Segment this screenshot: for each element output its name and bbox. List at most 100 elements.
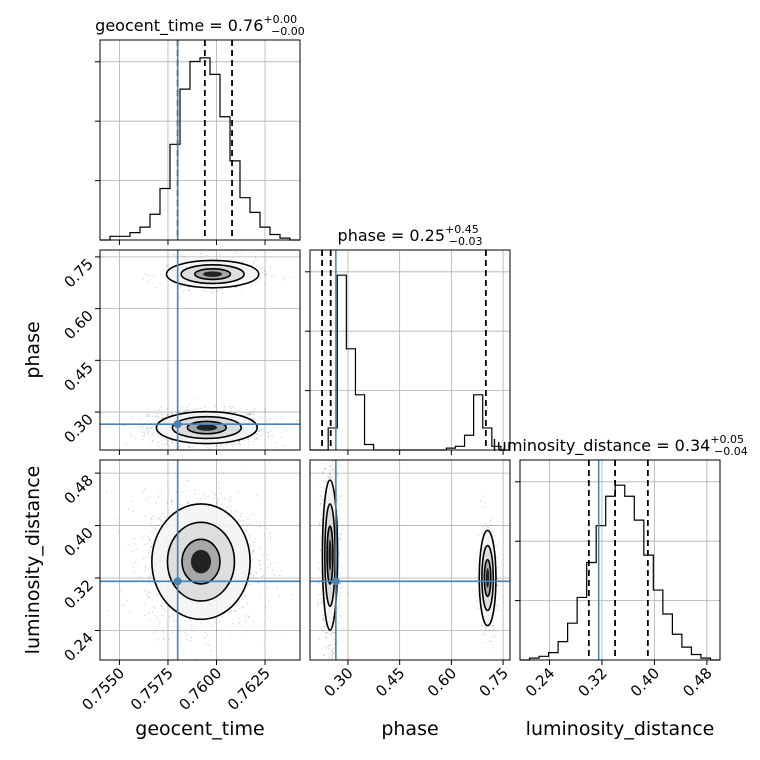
sample-point (182, 411, 185, 413)
sample-point (327, 645, 330, 647)
sample-point (229, 405, 231, 408)
sample-point (248, 443, 251, 446)
sample-point (222, 471, 225, 474)
sample-point (324, 481, 326, 484)
panel-frames (99, 39, 721, 661)
sample-point (491, 647, 494, 649)
sample-point (481, 621, 484, 624)
y-tick-label-luminosity_distance: 0.40 (60, 524, 96, 560)
sample-point (327, 647, 330, 649)
sample-point (207, 634, 209, 637)
contour-line (478, 529, 497, 627)
sample-point (151, 415, 154, 418)
sample-point (338, 591, 341, 594)
sample-point (230, 506, 232, 508)
sample-point (331, 469, 333, 471)
sample-point (155, 286, 158, 289)
sample-point (248, 413, 250, 416)
histogram-luminosity-distance-steps (520, 484, 720, 661)
sample-point (160, 519, 162, 521)
sample-point (320, 627, 322, 629)
sample-point (488, 629, 491, 632)
sample-point (233, 406, 235, 409)
sample-point (494, 544, 497, 547)
sample-point (267, 566, 270, 569)
sample-point (187, 445, 190, 448)
sample-point (188, 289, 190, 292)
sample-point (144, 614, 146, 617)
sample-point (165, 438, 167, 441)
sample-point (489, 520, 492, 522)
sample-point (493, 626, 495, 628)
sample-point (244, 471, 247, 474)
sample-point (155, 502, 158, 505)
sample-point (185, 634, 188, 636)
sample-point (269, 417, 272, 420)
sample-point (331, 657, 334, 659)
sample-point (339, 595, 341, 597)
sample-point (150, 517, 153, 520)
sample-point (146, 426, 148, 429)
sample-point (244, 615, 246, 617)
sample-point (181, 491, 184, 494)
sample-point (255, 571, 257, 573)
sample-point (266, 431, 269, 434)
sample-point (147, 496, 149, 499)
sample-point (230, 410, 232, 412)
sample-point (231, 405, 234, 408)
sample-point (154, 607, 156, 609)
sample-point (248, 616, 251, 619)
y-axis-label-luminosity-distance: luminosity_distance (22, 466, 44, 655)
sample-point (230, 496, 232, 499)
sample-point (132, 566, 135, 569)
sample-point (257, 434, 260, 436)
sample-point (276, 587, 279, 590)
sample-point (339, 573, 341, 576)
y-tick-label-phase: 0.75 (60, 255, 96, 291)
sample-point (152, 274, 155, 277)
sample-point (321, 600, 324, 602)
sample-point (259, 525, 261, 528)
sample-point (148, 612, 150, 615)
sample-point (145, 427, 148, 430)
sample-point (332, 652, 335, 655)
sample-point (142, 435, 145, 438)
sample-point (223, 447, 225, 449)
sample-point (333, 478, 335, 481)
sample-point (261, 432, 263, 435)
sample-point (122, 604, 124, 607)
sample-point (223, 409, 226, 411)
sample-point (258, 559, 260, 561)
sample-point (187, 501, 190, 504)
sample-point (144, 589, 146, 592)
sample-point (157, 624, 160, 627)
sample-point (161, 614, 163, 616)
sample-point (145, 499, 147, 501)
sample-point (266, 527, 269, 530)
sample-point (475, 569, 477, 571)
sample-point (326, 453, 328, 455)
sample-point (156, 412, 159, 415)
x-axis-label-geocent-time: geocent_time (135, 718, 264, 740)
sample-point (238, 440, 240, 443)
sample-point (160, 489, 163, 491)
sample-point (262, 574, 265, 577)
sample-point (150, 522, 153, 524)
sample-point (246, 631, 249, 633)
sample-point (332, 653, 334, 655)
sample-point (492, 624, 495, 627)
sample-point (186, 502, 189, 504)
sample-point (246, 412, 249, 415)
sample-point (491, 625, 494, 627)
sample-point (490, 518, 492, 521)
sample-point (339, 537, 341, 539)
sample-point (252, 417, 254, 420)
sample-point (482, 526, 484, 528)
sample-point (160, 604, 162, 607)
sample-point (249, 412, 252, 414)
sample-point (488, 523, 491, 526)
sample-point (161, 439, 163, 442)
sample-point (497, 567, 499, 569)
sample-point (146, 567, 149, 569)
